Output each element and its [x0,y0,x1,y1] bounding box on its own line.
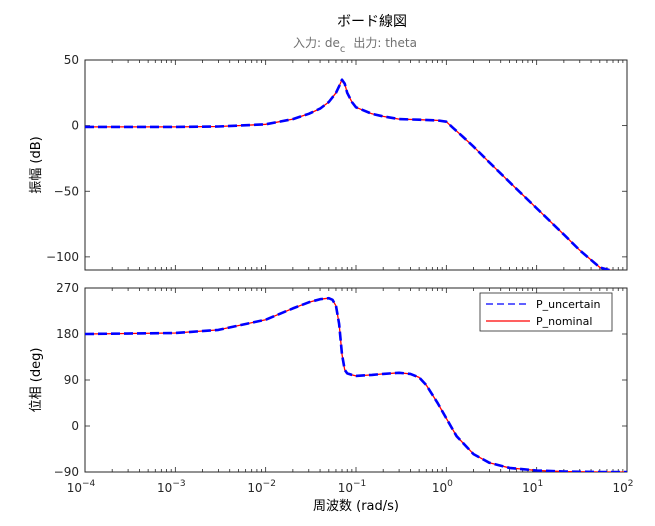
chart-title: ボード線図 [337,14,407,30]
y-tick-label: 90 [64,373,79,387]
magnitude-ticks: −100 −50 0 50 [46,53,628,270]
phase-ylabel: 位相 (deg) [29,348,44,413]
y-tick-label: 0 [71,419,79,433]
x-tick-label: 10−1 [338,479,367,495]
y-tick-label: 0 [71,119,79,133]
series-line-uncertain [85,78,614,270]
legend-nominal-label: P_nominal [536,315,592,328]
phase-series [85,296,627,472]
x-tick-labels: 10−4 10−3 10−2 10−1 100 101 102 [67,479,634,495]
subtitle-input-label: 入力: de [293,36,340,50]
subtitle-output-label: 出力: theta [353,36,417,50]
y-tick-label: 270 [56,281,79,295]
x-tick-label: 102 [612,479,633,495]
legend: P_uncertain P_nominal [479,292,613,332]
x-tick-label: 10−3 [157,479,186,495]
y-tick-label: −100 [46,250,79,264]
magnitude-plot-area [84,59,628,271]
x-tick-label: 10−2 [247,479,276,495]
chart-subtitle: 入力: dec 出力: theta [293,36,417,55]
y-tick-label: −50 [54,184,79,198]
y-tick-label: 50 [64,53,79,67]
x-tick-label: 100 [432,479,453,495]
x-tick-label: 101 [522,479,543,495]
x-tick-label: 10−4 [67,479,96,495]
legend-box [479,292,613,332]
magnitude-axes: −100 −50 0 50 振幅 (dB) [29,53,628,271]
phase-xlabel: 周波数 (rad/s) [313,499,399,514]
legend-uncertain-label: P_uncertain [536,298,601,311]
magnitude-series [85,78,614,270]
subtitle-input-subscript: c [340,44,346,55]
y-tick-label: −90 [54,465,79,479]
phase-ticks: −90 0 90 180 270 [54,281,628,479]
y-tick-label: 180 [56,327,79,341]
series-line-uncertain [85,296,627,472]
magnitude-ylabel: 振幅 (dB) [29,136,44,193]
